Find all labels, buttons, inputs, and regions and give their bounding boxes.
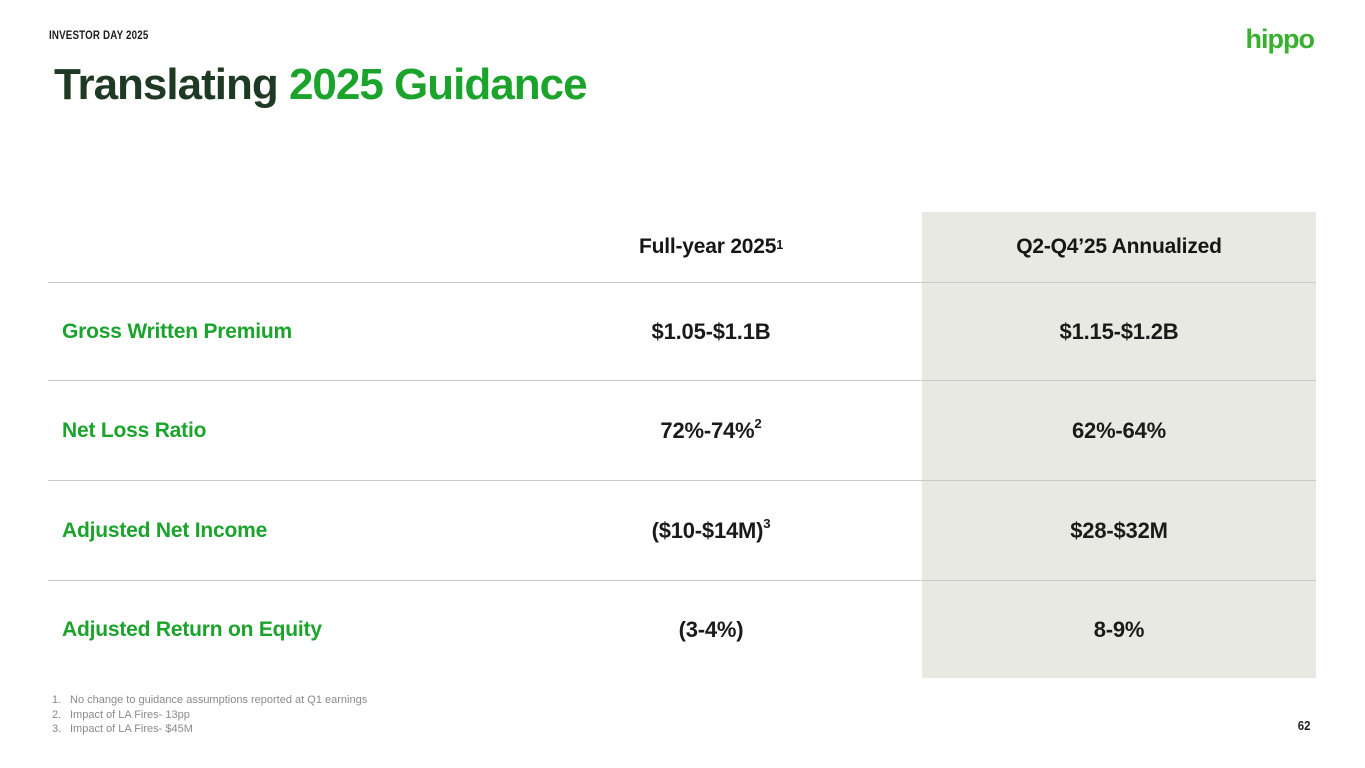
table-header-full-year-text: Full-year 2025 <box>638 235 777 258</box>
table-header-annualized: Q2-Q4’25 Annualized <box>922 212 1316 282</box>
table-cell-annualized: $28-$32M <box>922 480 1316 580</box>
table-cell-annualized: 8-9% <box>922 580 1316 678</box>
table-cell-full-year: 72%-74%2 <box>500 380 922 480</box>
page-title-green: 2025 Guidance <box>288 60 588 109</box>
table-cell-annualized: 62%-64% <box>922 380 1316 480</box>
table-row-label: Adjusted Net Income <box>48 480 500 580</box>
page-number: 62 <box>1297 718 1310 733</box>
guidance-table: Full-year 2025 1 Q2-Q4’25 Annualized Gros… <box>48 212 1316 678</box>
table-row-label: Net Loss Ratio <box>48 380 500 480</box>
table-cell-full-year: $1.05-$1.1B <box>500 282 922 380</box>
footnote: 1. No change to guidance assumptions repo… <box>52 694 368 706</box>
table-header-full-year: Full-year 2025 1 <box>500 212 922 282</box>
table-header-annualized-text: Q2-Q4’25 Annualized <box>1016 235 1222 258</box>
footnote: 3. Impact of LA Fires- $45M <box>52 723 193 735</box>
table-row-label: Gross Written Premium <box>48 282 500 380</box>
footnote: 2. Impact of LA Fires- 13pp <box>52 708 190 721</box>
page-title: Translating 2025 Guidance <box>54 60 588 110</box>
page-title-dark: Translating <box>54 60 279 109</box>
table-cell-full-year: (3-4%) <box>500 580 922 678</box>
table-row-label: Adjusted Return on Equity <box>48 580 500 678</box>
table-cell-annualized: $1.15-$1.2B <box>922 282 1316 380</box>
hippo-logo: hippo <box>1245 24 1315 54</box>
table-header-empty <box>48 212 500 282</box>
table-cell-full-year: ($10-$14M)3 <box>500 480 922 580</box>
eyebrow-label: INVESTOR DAY 2025 <box>49 30 149 42</box>
table-header-full-year-sup: 1 <box>776 238 784 253</box>
footnotes: 1. No change to guidance assumptions repo… <box>52 693 367 737</box>
